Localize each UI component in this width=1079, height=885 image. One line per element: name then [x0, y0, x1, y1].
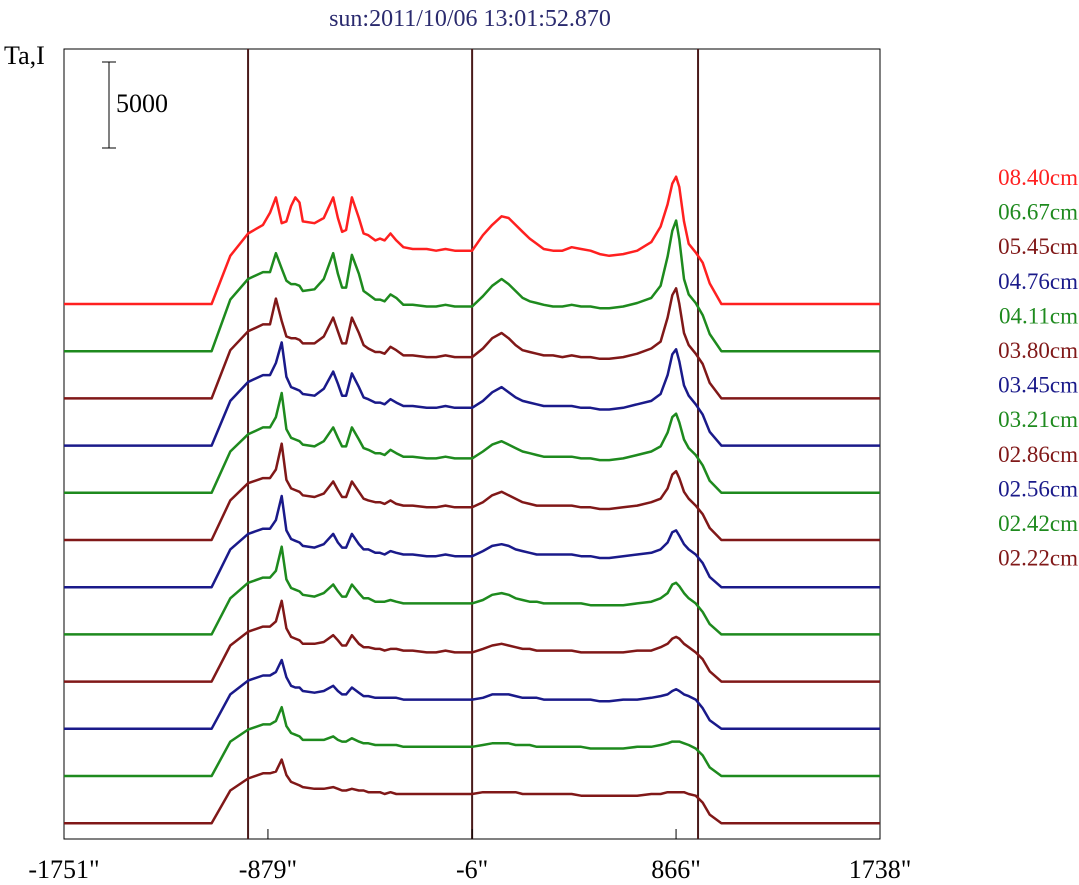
- series-line-02.42cm: [64, 705, 880, 778]
- x-tick-label-0: -1751": [28, 855, 99, 884]
- legend-item-03.21cm: 03.21cm: [998, 407, 1078, 432]
- series-line-04.76cm: [64, 341, 880, 447]
- series-line-06.67cm: [64, 219, 880, 353]
- x-tick-label-4: 1738": [849, 855, 912, 884]
- x-tick-label-1: -879": [239, 855, 297, 884]
- legend-item-02.42cm: 02.42cm: [998, 511, 1078, 536]
- series-line-02.56cm: [64, 658, 880, 731]
- legend-item-03.80cm: 03.80cm: [998, 338, 1078, 363]
- legend-item-03.45cm: 03.45cm: [998, 373, 1078, 398]
- y-axis-label: Ta,I: [4, 41, 45, 70]
- legend-item-02.86cm: 02.86cm: [998, 442, 1078, 467]
- legend-item-06.67cm: 06.67cm: [998, 200, 1078, 225]
- series-lines: [64, 175, 880, 825]
- legend-item-02.56cm: 02.56cm: [998, 476, 1078, 501]
- x-axis-ticks: -1751" -879" -6" 866" 1738": [28, 829, 911, 884]
- series-line-08.40cm: [64, 175, 880, 306]
- legend-item-02.22cm: 02.22cm: [998, 546, 1078, 571]
- legend: 08.40cm 06.67cm 05.45cm 04.76cm 04.11cm 03.80…: [998, 165, 1078, 571]
- series-line-03.21cm: [64, 545, 880, 636]
- legend-item-04.76cm: 04.76cm: [998, 269, 1078, 294]
- series-line-02.22cm: [64, 758, 880, 825]
- x-tick-label-2: -6": [456, 855, 488, 884]
- chart-title: sun:2011/10/06 13:01:52.870: [329, 6, 611, 32]
- legend-item-05.45cm: 05.45cm: [998, 234, 1078, 259]
- scale-bar-label: 5000: [116, 89, 168, 118]
- x-tick-label-3: 866": [651, 855, 701, 884]
- legend-item-08.40cm: 08.40cm: [998, 165, 1078, 190]
- legend-item-04.11cm: 04.11cm: [999, 303, 1078, 328]
- scale-bar: 5000: [102, 61, 168, 149]
- series-line-04.11cm: [64, 391, 880, 495]
- series-line-05.45cm: [64, 287, 880, 400]
- vertical-lines: [247, 49, 700, 839]
- series-line-03.45cm: [64, 494, 880, 589]
- series-line-03.80cm: [64, 442, 880, 542]
- series-line-02.86cm: [64, 599, 880, 683]
